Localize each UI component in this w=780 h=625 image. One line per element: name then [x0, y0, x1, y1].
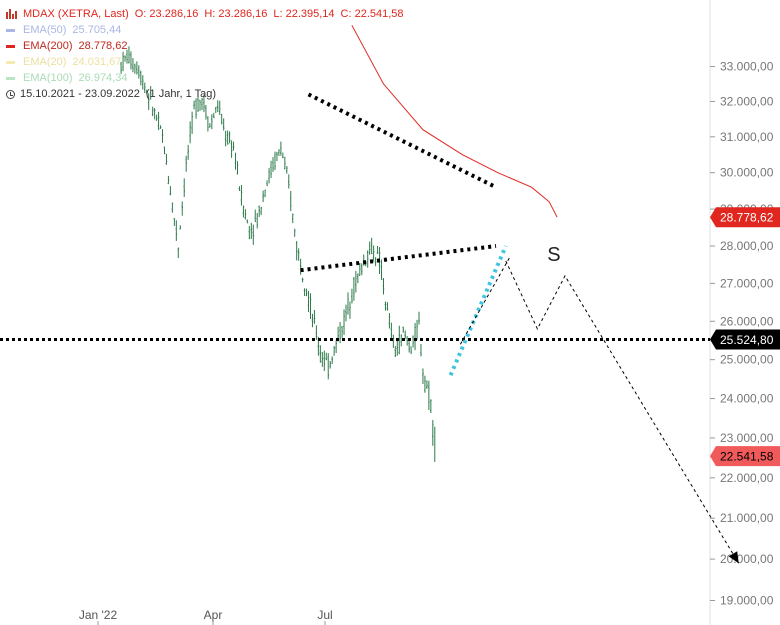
- y-tick-label: 28.000,00: [720, 239, 774, 253]
- ema20-swatch: [6, 60, 15, 64]
- y-tick-label: 33.000,00: [720, 60, 774, 74]
- legend-ema50: EMA(50) 25.705,44: [6, 22, 404, 38]
- level-price-tag-text: 25.524,80: [720, 333, 774, 347]
- last-price-tag-bg: [710, 446, 780, 467]
- ema200-label: EMA(200): [23, 40, 73, 52]
- legend-ema100: EMA(100) 26.974,34: [6, 70, 404, 86]
- price-labels: 28.778,62 25.524,80 22.541,58: [710, 207, 780, 467]
- projection-arrow-head: [728, 551, 739, 564]
- ema50-label: EMA(50): [23, 24, 67, 36]
- ohlc-open: O: 23.286,16: [134, 8, 199, 20]
- ema200-line: [351, 25, 558, 218]
- bar-chart-icon: [6, 9, 18, 19]
- legend-ema200: EMA(200) 28.778,62: [6, 38, 404, 54]
- clock-icon: [6, 89, 15, 99]
- ema100-label: EMA(100): [23, 72, 73, 84]
- y-tick-label: 32.000,00: [720, 94, 774, 108]
- period-note: (1 Jahr, 1 Tag): [145, 88, 217, 100]
- last-price-tag: 22.541,58: [710, 446, 780, 467]
- ema200-series: [351, 25, 558, 218]
- legend-instrument: MDAX (XETRA, Last) O: 23.286,16 H: 23.28…: [6, 6, 404, 22]
- x-axis: Jan '22 Apr Jul: [79, 608, 333, 625]
- y-tick-label: 27.000,00: [720, 276, 774, 290]
- y-tick-label: 19.000,00: [720, 594, 774, 608]
- y-tick-label: 20.000,00: [720, 552, 774, 566]
- ema200-value: 28.778,62: [78, 40, 128, 52]
- y-tick-label: 30.000,00: [720, 166, 774, 180]
- ema100-swatch: [6, 76, 15, 80]
- x-tick-label: Apr: [204, 608, 223, 622]
- ema20-value: 24.031,67: [72, 56, 122, 68]
- level-price-tag: 25.524,80: [710, 329, 780, 350]
- ema200-price-tag: 28.778,62: [710, 207, 780, 228]
- lower-trendline: [300, 244, 497, 273]
- period-range: 15.10.2021 - 23.09.2022: [20, 88, 140, 100]
- level-price-tag-bg: [710, 329, 780, 350]
- x-tick-label: Jan '22: [79, 608, 118, 622]
- candlestick-series: [120, 46, 436, 463]
- y-tick-label: 23.000,00: [720, 431, 774, 445]
- last-price-tag-text: 22.541,58: [720, 450, 774, 464]
- x-tick-label: Jul: [317, 608, 332, 622]
- instrument-name: MDAX (XETRA, Last): [23, 8, 129, 20]
- annotation-letter-s: S: [547, 244, 560, 266]
- ohlc-low: L: 22.395,14: [273, 8, 335, 20]
- upper-trendline: [307, 92, 497, 189]
- ema200-price-tag-bg: [710, 207, 780, 228]
- legend-ema20: EMA(20) 24.031,67: [6, 54, 404, 70]
- ema50-swatch: [6, 28, 15, 32]
- ema100-value: 26.974,34: [78, 72, 128, 84]
- ema200-price-tag-text: 28.778,62: [720, 211, 774, 225]
- wedge-inner-line: [459, 256, 511, 345]
- y-tick-label: 26.000,00: [720, 314, 774, 328]
- y-tick-label: 21.000,00: [720, 511, 774, 525]
- ema20-label: EMA(20): [23, 56, 67, 68]
- y-tick-label: 24.000,00: [720, 392, 774, 406]
- ohlc-high: H: 23.286,16: [204, 8, 268, 20]
- y-tick-label: 31.000,00: [720, 130, 774, 144]
- chart-legend: MDAX (XETRA, Last) O: 23.286,16 H: 23.28…: [6, 6, 404, 102]
- annotation-layer: S: [0, 92, 740, 564]
- projection-line: [505, 260, 740, 564]
- legend-period: 15.10.2021 - 23.09.2022 (1 Jahr, 1 Tag): [6, 86, 404, 102]
- y-tick-label: 25.000,00: [720, 353, 774, 367]
- ema50-value: 25.705,44: [72, 24, 122, 36]
- ohlc-close: C: 22.541,58: [340, 8, 404, 20]
- rising-wedge-line: [448, 245, 508, 376]
- y-tick-label: 22.000,00: [720, 471, 774, 485]
- ema200-swatch: [6, 44, 15, 48]
